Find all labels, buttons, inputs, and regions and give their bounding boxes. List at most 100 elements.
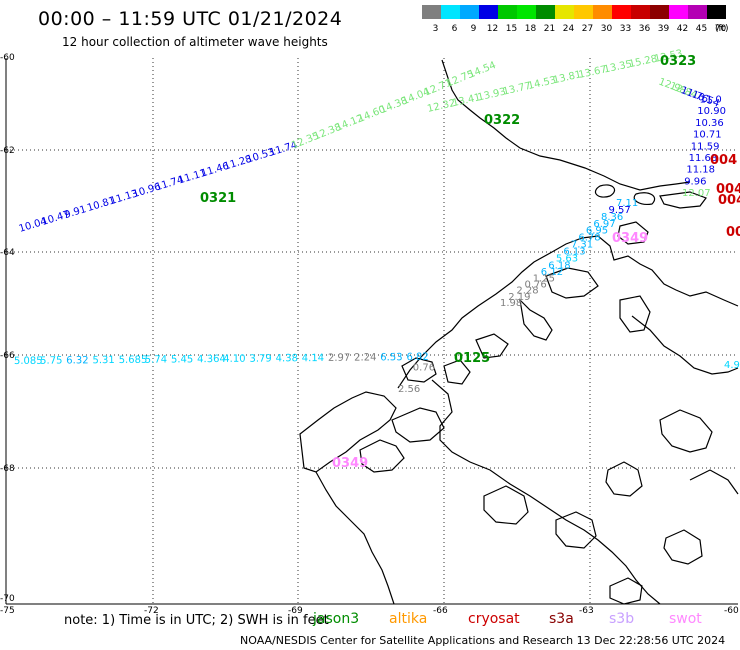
lon-label: -60	[724, 606, 739, 616]
legend-label: 39	[658, 24, 670, 34]
track-id-label: 0125	[454, 351, 490, 366]
wave-height-value: 9.96	[684, 176, 706, 187]
wave-height-value: 6.12	[541, 267, 563, 278]
legend-label: 24	[563, 24, 575, 34]
legend-label: 42	[677, 24, 688, 34]
lat-label: -66	[0, 351, 15, 361]
wave-height-value: 2.28	[516, 286, 538, 297]
legend-swatch	[612, 5, 631, 19]
mission-label: swot	[669, 611, 702, 627]
wave-height-value: 5.75	[40, 355, 62, 366]
wave-height-value: 6.53	[380, 352, 402, 363]
legend-swatch	[460, 5, 479, 19]
mission-label: s3b	[609, 611, 635, 627]
wave-height-value: 6.97	[593, 219, 615, 230]
legend-swatch	[593, 5, 612, 19]
map-frame	[5, 58, 738, 605]
wave-height-value: 11.18	[686, 165, 715, 176]
mission-label: altika	[389, 611, 428, 627]
legend-label: 18	[525, 24, 537, 34]
page-title: 00:00 – 11:59 UTC 01/21/2024	[38, 8, 343, 30]
wave-height-value: 3.79	[249, 353, 271, 364]
track-id-labels: 03210322032301250349034900400400400	[200, 54, 740, 471]
wave-height-value: 0.76	[413, 362, 435, 373]
wave-height-value: 10.36	[695, 118, 724, 129]
track-id-label: 00	[726, 225, 740, 240]
legend-swatch	[441, 5, 460, 19]
legend-swatch	[707, 5, 726, 19]
legend-label: 45	[696, 24, 707, 34]
lon-label: -75	[0, 606, 15, 616]
wave-height-value: 9.91	[63, 204, 88, 221]
legend-label: 9	[471, 24, 477, 34]
wave-height-value: 11.59	[691, 141, 720, 152]
wave-height-value: 5.45	[171, 354, 193, 365]
legend-swatch	[536, 5, 555, 19]
legend-label: 21	[544, 24, 555, 34]
altimeter-tracks: 10.0410.479.9110.8111.1310.9611.7411.111…	[14, 48, 740, 395]
track-id-label: 004	[716, 182, 740, 197]
coastline	[299, 59, 739, 605]
wave-height-value: 2.19	[508, 292, 530, 303]
mission-label: jason3	[313, 611, 360, 627]
track-id-label: 0349	[332, 456, 368, 471]
wave-height-value: 7.11	[616, 198, 638, 209]
footer-credit: NOAA/NESDIS Center for Satellite Applica…	[240, 634, 726, 647]
track-id-label: 0322	[484, 113, 520, 128]
wave-height-value: 10.71	[693, 130, 722, 141]
track-id-label: 0323	[660, 54, 696, 69]
color-legend: 3 6 9 12 15 18 21 24 27 30 33 36 39 42 45 70(ft)	[422, 5, 729, 34]
wave-height-value: 11.0	[700, 95, 722, 106]
wave-height-value: 7.31	[571, 240, 593, 251]
wave-height-value: 2.56	[398, 384, 420, 395]
lat-label: -68	[0, 464, 15, 474]
legend-swatch	[574, 5, 593, 19]
legend-label: 30	[601, 24, 613, 34]
wave-height-value: 2.97	[328, 353, 350, 364]
wave-height-value: 8.36	[601, 212, 623, 223]
legend-label: 70	[715, 24, 727, 34]
wave-height-value: 5.74	[145, 354, 167, 365]
legend-label: 15	[506, 24, 517, 34]
legend-swatch	[422, 5, 441, 19]
lat-lon-grid	[6, 58, 738, 604]
wave-height-value: 6.18	[548, 260, 570, 271]
wave-height-value: 6.95	[586, 226, 608, 237]
wave-height-value: 10.90	[697, 106, 726, 117]
wave-height-value: 5.63	[556, 253, 578, 264]
lat-label: -60	[0, 53, 15, 63]
lon-label: -69	[288, 606, 303, 616]
legend-label: 6	[452, 24, 458, 34]
wave-height-value: 2.24	[354, 352, 376, 363]
wave-height-value: 4.10	[223, 354, 245, 365]
wave-height-value: 4.364	[197, 354, 226, 365]
legend-swatch	[688, 5, 707, 19]
legend-label: 36	[639, 24, 651, 34]
wave-height-value: 4.14	[302, 353, 324, 364]
wave-height-value: 9.57	[609, 205, 631, 216]
wave-height-value: 1.25	[533, 274, 555, 285]
mission-label: cryosat	[468, 611, 520, 627]
axis-labels: -60 -62 -64 -66 -68 -70 -75 -72 -69 -66 -63 -60	[0, 53, 739, 616]
page-subtitle: 12 hour collection of altimeter wave hei…	[62, 35, 328, 49]
legend-swatch	[479, 5, 498, 19]
lon-label: -66	[433, 606, 448, 616]
legend-swatch	[650, 5, 669, 19]
lat-label: -64	[0, 248, 15, 258]
legend-label: 33	[620, 24, 631, 34]
wave-height-value: 12.07	[682, 188, 711, 199]
lon-label: -72	[144, 606, 159, 616]
wave-height-value: 6.32	[66, 355, 88, 366]
legend-label: 3	[433, 24, 439, 34]
wave-height-value: 6.78	[578, 233, 600, 244]
mission-label: s3a	[549, 611, 574, 627]
track-id-label: 0321	[200, 191, 236, 206]
wave-height-value: 5.085	[14, 356, 43, 367]
lat-label: -62	[0, 146, 15, 156]
legend-unit: (ft)	[715, 24, 729, 34]
legend-swatch	[631, 5, 650, 19]
wave-height-value: 6.82	[406, 352, 428, 363]
track-id-label: 004	[718, 193, 740, 208]
legend-label: 27	[582, 24, 593, 34]
